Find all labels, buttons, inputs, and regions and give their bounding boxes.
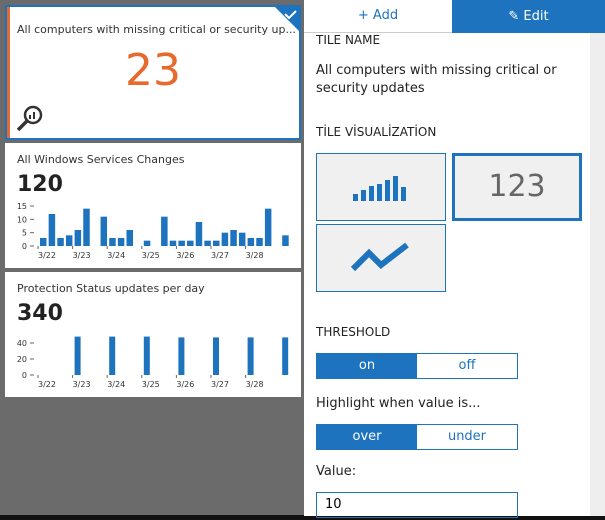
- x-tick-label: 3/28: [246, 251, 264, 260]
- bar: [247, 337, 254, 375]
- bar: [74, 336, 81, 375]
- bar: [40, 238, 47, 246]
- field-label: Value:: [316, 464, 357, 479]
- x-tick-label: 3/28: [246, 380, 264, 389]
- section-label: THRESHOLD: [316, 325, 391, 339]
- accent-bar: [7, 7, 10, 138]
- bar: [143, 336, 150, 375]
- bar: [178, 337, 185, 375]
- bar: [256, 238, 263, 246]
- x-tick-label: 3/25: [142, 251, 160, 260]
- viz-line-option[interactable]: [316, 224, 446, 292]
- bar: [213, 337, 219, 375]
- bar: [48, 214, 56, 246]
- toggle-option[interactable]: on: [317, 354, 417, 378]
- x-tick-label: 3/24: [107, 251, 125, 260]
- y-tick-label: 15: [17, 202, 27, 211]
- y-tick-label: 40: [17, 339, 27, 348]
- value-input[interactable]: 10: [316, 492, 518, 518]
- y-tick-label: 20: [17, 355, 27, 364]
- x-tick-label: 3/23: [73, 380, 91, 389]
- bar: [83, 208, 90, 246]
- bar: [109, 238, 116, 246]
- bar: [247, 238, 255, 246]
- edit-panel: + Add ✎ Edit TILE NAME All computers wit…: [304, 0, 605, 518]
- bar: [100, 216, 108, 246]
- x-tick-label: 3/24: [107, 380, 125, 389]
- bar: [238, 232, 246, 246]
- bar: [282, 337, 289, 375]
- y-tick-label: 0: [22, 371, 27, 380]
- x-tick-label: 3/27: [211, 251, 229, 260]
- scrollbar[interactable]: [590, 33, 605, 516]
- bar: [230, 230, 237, 246]
- tile-title: Protection Status updates per day: [17, 282, 205, 295]
- tile-value: 23: [125, 45, 181, 96]
- tile[interactable]: Protection Status updates per day 340 0 20 4…: [5, 272, 301, 397]
- viz-bar-option[interactable]: [316, 153, 446, 221]
- tile-selected[interactable]: All computers with missing critical or s…: [5, 5, 301, 140]
- bar: [169, 240, 177, 246]
- tab-label: Edit: [523, 9, 549, 24]
- bar: [143, 240, 151, 246]
- bar: [65, 235, 73, 246]
- edit-tab[interactable]: ✎ Edit: [452, 0, 605, 33]
- tile-chart: All Windows Services Changes 120 0 5 10 15 3/2…: [17, 153, 289, 260]
- bar: [221, 232, 229, 246]
- bar: [117, 238, 125, 246]
- x-tick-label: 3/25: [142, 380, 160, 389]
- field-label: Highlight when value is...: [316, 396, 481, 411]
- bar: [264, 208, 272, 246]
- add-tab[interactable]: + Add: [304, 0, 452, 33]
- toggle-option[interactable]: off: [458, 358, 476, 373]
- taskbar-edge: [0, 515, 605, 520]
- viz-number-option[interactable]: 123: [452, 153, 582, 221]
- tile-value: 340: [17, 301, 63, 326]
- bar: [282, 235, 289, 246]
- section-label: TILE NAME: [316, 33, 381, 47]
- tab-label: Add: [372, 8, 399, 23]
- bar: [213, 240, 220, 246]
- x-tick-label: 3/22: [38, 251, 56, 260]
- y-tick-label: 10: [17, 215, 27, 224]
- tile-title: All computers with missing critical or s…: [17, 23, 296, 36]
- tile-title: All Windows Services Changes: [17, 153, 185, 166]
- y-tick-label: 5: [22, 229, 27, 238]
- bar: [178, 240, 185, 246]
- x-tick-label: 3/23: [73, 251, 91, 260]
- tile-value: 120: [17, 172, 63, 197]
- highlight-toggle: over under: [316, 424, 518, 450]
- bar: [109, 336, 116, 375]
- bar: [57, 238, 64, 246]
- toggle-option[interactable]: over: [317, 425, 417, 449]
- bar: [187, 240, 194, 246]
- search-icon: [16, 105, 43, 132]
- bar: [74, 230, 82, 246]
- x-tick-label: 3/22: [38, 380, 56, 389]
- bar: [161, 216, 168, 246]
- tile-name: All computers with missing critical or s…: [316, 63, 557, 96]
- bar: [195, 222, 203, 246]
- section-label: TİLE VİSUALİZATİON: [316, 125, 437, 139]
- x-tick-label: 3/26: [176, 251, 194, 260]
- tile[interactable]: All Windows Services Changes 120 0 5 10 15 3/2…: [5, 143, 301, 268]
- check-corner: [275, 7, 299, 31]
- threshold-toggle: on off: [316, 353, 518, 379]
- x-tick-label: 3/27: [211, 380, 229, 389]
- bar: [204, 240, 211, 246]
- toggle-option[interactable]: under: [447, 429, 487, 444]
- line-icon: [350, 242, 409, 272]
- y-tick-label: 0: [22, 242, 27, 251]
- x-tick-label: 3/26: [176, 380, 194, 389]
- bar-icon: [353, 176, 406, 201]
- tile-chart: Protection Status updates per day 340 0 20 4…: [17, 282, 289, 389]
- bar: [126, 230, 133, 246]
